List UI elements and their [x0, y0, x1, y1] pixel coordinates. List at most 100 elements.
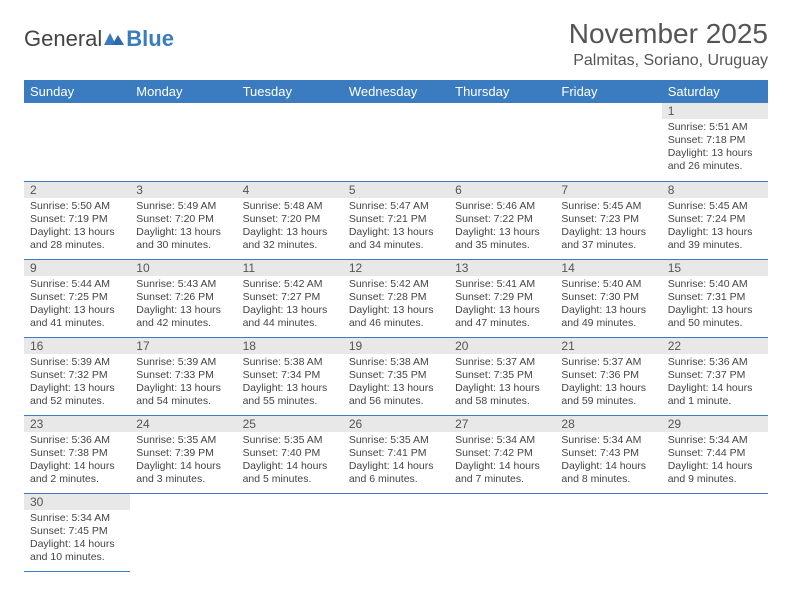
day-body: Sunrise: 5:47 AMSunset: 7:21 PMDaylight:…: [343, 198, 449, 257]
day-cell: 18Sunrise: 5:38 AMSunset: 7:34 PMDayligh…: [237, 337, 343, 415]
sunset-value: 7:34 PM: [281, 369, 320, 381]
empty-cell: [662, 493, 768, 571]
sunset-label: Sunset:: [136, 447, 175, 459]
day-sunrise: Sunrise: 5:37 AM: [561, 356, 655, 369]
day-number: 2: [24, 182, 130, 198]
day-daylight: Daylight: 14 hours and 3 minutes.: [136, 460, 230, 486]
day-sunset: Sunset: 7:40 PM: [243, 447, 337, 460]
day-body: Sunrise: 5:39 AMSunset: 7:33 PMDaylight:…: [130, 354, 236, 413]
daylight-label: Daylight:: [455, 304, 499, 316]
sunset-label: Sunset:: [561, 447, 600, 459]
empty-cell: [449, 103, 555, 181]
day-daylight: Daylight: 14 hours and 2 minutes.: [30, 460, 124, 486]
sunset-label: Sunset:: [349, 447, 388, 459]
sunrise-value: 5:38 AM: [390, 356, 429, 368]
day-cell: 20Sunrise: 5:37 AMSunset: 7:35 PMDayligh…: [449, 337, 555, 415]
day-number: 20: [449, 338, 555, 354]
daylight-label: Daylight:: [455, 382, 499, 394]
sunrise-label: Sunrise:: [349, 278, 390, 290]
day-sunset: Sunset: 7:32 PM: [30, 369, 124, 382]
sunset-label: Sunset:: [30, 369, 69, 381]
day-number: 15: [662, 260, 768, 276]
day-sunset: Sunset: 7:43 PM: [561, 447, 655, 460]
day-daylight: Daylight: 14 hours and 7 minutes.: [455, 460, 549, 486]
day-sunrise: Sunrise: 5:34 AM: [561, 434, 655, 447]
day-sunset: Sunset: 7:35 PM: [455, 369, 549, 382]
sunrise-value: 5:46 AM: [497, 200, 536, 212]
sunset-label: Sunset:: [668, 447, 707, 459]
weekday-header: Saturday: [662, 80, 768, 103]
day-number: 3: [130, 182, 236, 198]
day-sunset: Sunset: 7:23 PM: [561, 213, 655, 226]
sunrise-value: 5:48 AM: [284, 200, 323, 212]
day-sunrise: Sunrise: 5:36 AM: [30, 434, 124, 447]
day-sunrise: Sunrise: 5:47 AM: [349, 200, 443, 213]
sunrise-label: Sunrise:: [561, 434, 602, 446]
daylight-label: Daylight:: [561, 460, 605, 472]
day-number: 9: [24, 260, 130, 276]
day-body: Sunrise: 5:42 AMSunset: 7:28 PMDaylight:…: [343, 276, 449, 335]
location: Palmitas, Soriano, Uruguay: [569, 52, 768, 70]
day-body: Sunrise: 5:38 AMSunset: 7:34 PMDaylight:…: [237, 354, 343, 413]
day-sunset: Sunset: 7:26 PM: [136, 291, 230, 304]
sunrise-value: 5:39 AM: [71, 356, 110, 368]
day-daylight: Daylight: 13 hours and 47 minutes.: [455, 304, 549, 330]
sunrise-value: 5:34 AM: [603, 434, 642, 446]
day-number: 14: [555, 260, 661, 276]
day-sunset: Sunset: 7:21 PM: [349, 213, 443, 226]
day-number: 23: [24, 416, 130, 432]
empty-cell: [555, 493, 661, 571]
day-number: 11: [237, 260, 343, 276]
day-sunrise: Sunrise: 5:35 AM: [136, 434, 230, 447]
sunset-label: Sunset:: [668, 291, 707, 303]
day-sunrise: Sunrise: 5:34 AM: [455, 434, 549, 447]
sunrise-label: Sunrise:: [243, 434, 284, 446]
day-sunrise: Sunrise: 5:38 AM: [349, 356, 443, 369]
sunrise-label: Sunrise:: [30, 512, 71, 524]
sunrise-label: Sunrise:: [243, 356, 284, 368]
sunrise-label: Sunrise:: [136, 278, 177, 290]
day-sunset: Sunset: 7:29 PM: [455, 291, 549, 304]
day-daylight: Daylight: 13 hours and 41 minutes.: [30, 304, 124, 330]
day-cell: 16Sunrise: 5:39 AMSunset: 7:32 PMDayligh…: [24, 337, 130, 415]
day-daylight: Daylight: 14 hours and 5 minutes.: [243, 460, 337, 486]
weekday-header: Thursday: [449, 80, 555, 103]
day-cell: 7Sunrise: 5:45 AMSunset: 7:23 PMDaylight…: [555, 181, 661, 259]
sunset-label: Sunset:: [455, 369, 494, 381]
daylight-label: Daylight:: [668, 460, 712, 472]
day-cell: 4Sunrise: 5:48 AMSunset: 7:20 PMDaylight…: [237, 181, 343, 259]
day-body: Sunrise: 5:44 AMSunset: 7:25 PMDaylight:…: [24, 276, 130, 335]
sunrise-label: Sunrise:: [30, 434, 71, 446]
flag-icon: [104, 31, 126, 47]
day-sunset: Sunset: 7:37 PM: [668, 369, 762, 382]
day-sunset: Sunset: 7:36 PM: [561, 369, 655, 382]
day-daylight: Daylight: 13 hours and 34 minutes.: [349, 226, 443, 252]
day-number: 29: [662, 416, 768, 432]
sunset-label: Sunset:: [243, 291, 282, 303]
sunset-label: Sunset:: [243, 369, 282, 381]
day-daylight: Daylight: 13 hours and 28 minutes.: [30, 226, 124, 252]
day-cell: 9Sunrise: 5:44 AMSunset: 7:25 PMDaylight…: [24, 259, 130, 337]
day-body: Sunrise: 5:48 AMSunset: 7:20 PMDaylight:…: [237, 198, 343, 257]
daylight-label: Daylight:: [243, 304, 287, 316]
day-sunset: Sunset: 7:27 PM: [243, 291, 337, 304]
day-sunrise: Sunrise: 5:34 AM: [668, 434, 762, 447]
day-sunrise: Sunrise: 5:39 AM: [136, 356, 230, 369]
day-body: Sunrise: 5:40 AMSunset: 7:30 PMDaylight:…: [555, 276, 661, 335]
day-daylight: Daylight: 13 hours and 58 minutes.: [455, 382, 549, 408]
day-sunset: Sunset: 7:35 PM: [349, 369, 443, 382]
sunrise-value: 5:50 AM: [71, 200, 110, 212]
calendar-body: 1Sunrise: 5:51 AMSunset: 7:18 PMDaylight…: [24, 103, 768, 571]
day-sunset: Sunset: 7:34 PM: [243, 369, 337, 382]
sunrise-value: 5:35 AM: [284, 434, 323, 446]
day-body: Sunrise: 5:35 AMSunset: 7:40 PMDaylight:…: [237, 432, 343, 491]
day-number: 28: [555, 416, 661, 432]
weekday-header-row: SundayMondayTuesdayWednesdayThursdayFrid…: [24, 80, 768, 103]
sunrise-label: Sunrise:: [30, 200, 71, 212]
sunrise-label: Sunrise:: [455, 434, 496, 446]
daylight-label: Daylight:: [30, 382, 74, 394]
sunset-value: 7:42 PM: [494, 447, 533, 459]
month-title: November 2025: [569, 18, 768, 50]
calendar-table: SundayMondayTuesdayWednesdayThursdayFrid…: [24, 80, 768, 572]
day-sunset: Sunset: 7:24 PM: [668, 213, 762, 226]
